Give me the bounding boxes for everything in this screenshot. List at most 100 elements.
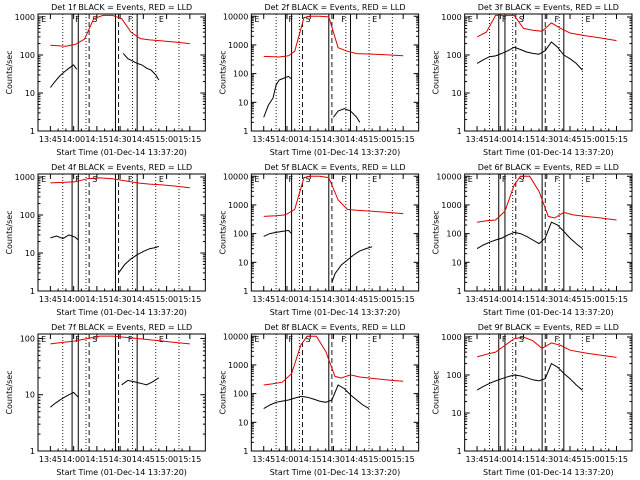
- region-letter: E: [586, 335, 591, 344]
- region-letter: E: [159, 175, 164, 184]
- lld-series-line: [50, 177, 190, 189]
- y-tick-label: 10: [238, 258, 248, 267]
- y-tick-label: 1000: [228, 41, 248, 50]
- x-tick-label: 14:45: [345, 455, 368, 464]
- events-series-line: [50, 234, 79, 241]
- lld-series-line: [263, 335, 404, 386]
- x-tick-label: 14:00: [489, 455, 512, 464]
- y-tick-label: 10: [238, 98, 248, 107]
- y-tick-label: 10000: [223, 172, 248, 181]
- x-tick-label: 14:15: [299, 455, 322, 464]
- x-tick-label: 15:00: [582, 295, 605, 304]
- y-tick-label: 10: [451, 258, 461, 267]
- region-letter: E: [254, 175, 259, 184]
- y-tick-label: 10: [25, 249, 35, 258]
- region-letter: F: [502, 335, 507, 344]
- x-tick-label: 13:45: [466, 295, 489, 304]
- lld-series-line: [263, 175, 404, 217]
- x-tick-label: 14:45: [345, 295, 368, 304]
- x-tick-label: 15:15: [605, 295, 628, 304]
- region-letter: F: [75, 175, 80, 184]
- y-tick-label: 100: [20, 211, 35, 220]
- lld-series-line: [50, 335, 190, 345]
- region-letter: E: [254, 15, 259, 24]
- region-letter: E: [586, 15, 591, 24]
- y-tick-label: 1: [457, 447, 462, 456]
- events-series-line: [476, 41, 583, 71]
- x-tick-label: 14:30: [109, 455, 132, 464]
- chart-panel: Det 2f BLACK = Events, RED = LLD Counts/s…: [218, 3, 420, 157]
- region-letter: E: [159, 335, 164, 344]
- y-tick-label: 1: [30, 447, 35, 456]
- region-letter: S: [92, 15, 97, 24]
- x-axis-label: Start Time (01-Dec-14 13:37:20): [270, 148, 401, 157]
- x-tick-label: 14:30: [322, 295, 345, 304]
- y-tick-label: 1000: [228, 201, 248, 210]
- y-tick-label: 10000: [223, 332, 248, 341]
- y-tick-label: 10: [451, 89, 461, 98]
- x-tick-label: 15:15: [392, 135, 415, 144]
- region-letter: S: [92, 175, 97, 184]
- events-series-line: [121, 377, 160, 386]
- x-tick-label: 13:45: [39, 135, 62, 144]
- plot-frame: [464, 333, 633, 452]
- y-tick-label: 100: [233, 230, 248, 239]
- chart-panel: Det 3f BLACK = Events, RED = LLD Counts/s…: [432, 3, 633, 157]
- x-tick-label: 13:45: [252, 295, 275, 304]
- plot-frame: [37, 13, 206, 132]
- x-tick-label: 13:45: [39, 455, 62, 464]
- region-letter: F: [75, 15, 80, 24]
- y-tick-label: 1000: [15, 173, 35, 182]
- chart-panel: Det 6f BLACK = Events, RED = LLD Counts/s…: [432, 163, 633, 317]
- x-tick-label: 13:45: [252, 455, 275, 464]
- x-tick-label: 15:00: [368, 295, 391, 304]
- y-axis-label: Counts/sec: [5, 210, 14, 254]
- x-tick-label: 14:00: [489, 135, 512, 144]
- x-tick-label: 14:30: [535, 135, 558, 144]
- y-tick-label: 100: [20, 334, 35, 343]
- region-letter: S: [519, 15, 524, 24]
- x-tick-label: 15:00: [155, 135, 178, 144]
- region-letter: E: [372, 175, 377, 184]
- y-tick-label: 1: [457, 287, 462, 296]
- events-series-line: [122, 53, 160, 81]
- x-axis-label: Start Time (01-Dec-14 13:37:20): [270, 308, 401, 317]
- y-tick-label: 1: [30, 287, 35, 296]
- x-tick-label: 13:45: [466, 455, 489, 464]
- x-tick-label: 13:45: [466, 135, 489, 144]
- x-tick-label: 14:45: [558, 455, 581, 464]
- y-tick-label: 100: [446, 230, 461, 239]
- region-letter: E: [159, 15, 164, 24]
- x-tick-label: 14:30: [109, 295, 132, 304]
- x-axis-label: Start Time (01-Dec-14 13:37:20): [483, 468, 614, 477]
- region-letter: S: [519, 335, 524, 344]
- region-letter: F: [555, 335, 560, 344]
- x-tick-label: 14:45: [132, 135, 155, 144]
- region-letter: E: [468, 15, 473, 24]
- x-tick-label: 14:30: [535, 455, 558, 464]
- y-tick-label: 1: [243, 447, 248, 456]
- y-tick-label: 100: [446, 51, 461, 60]
- events-series-line: [263, 384, 370, 410]
- x-tick-label: 14:00: [62, 455, 85, 464]
- x-tick-label: 15:00: [582, 455, 605, 464]
- y-tick-label: 1: [30, 127, 35, 136]
- y-tick-label: 10: [451, 409, 461, 418]
- x-tick-label: 14:00: [275, 455, 298, 464]
- x-tick-label: 15:15: [178, 455, 201, 464]
- x-tick-label: 15:15: [178, 295, 201, 304]
- y-tick-label: 10: [25, 391, 35, 400]
- events-series-line: [331, 246, 373, 283]
- y-tick-label: 1000: [441, 201, 461, 210]
- y-tick-label: 1000: [15, 13, 35, 22]
- lld-series-line: [476, 336, 617, 358]
- y-axis-label: Counts/sec: [432, 50, 441, 94]
- region-letter: F: [289, 175, 294, 184]
- x-tick-label: 14:15: [299, 295, 322, 304]
- x-axis-label: Start Time (01-Dec-14 13:37:20): [270, 468, 401, 477]
- x-tick-label: 14:45: [558, 295, 581, 304]
- region-letter: F: [128, 335, 133, 344]
- y-tick-label: 10: [25, 89, 35, 98]
- plot-frame: [464, 173, 633, 292]
- y-tick-label: 10: [238, 418, 248, 427]
